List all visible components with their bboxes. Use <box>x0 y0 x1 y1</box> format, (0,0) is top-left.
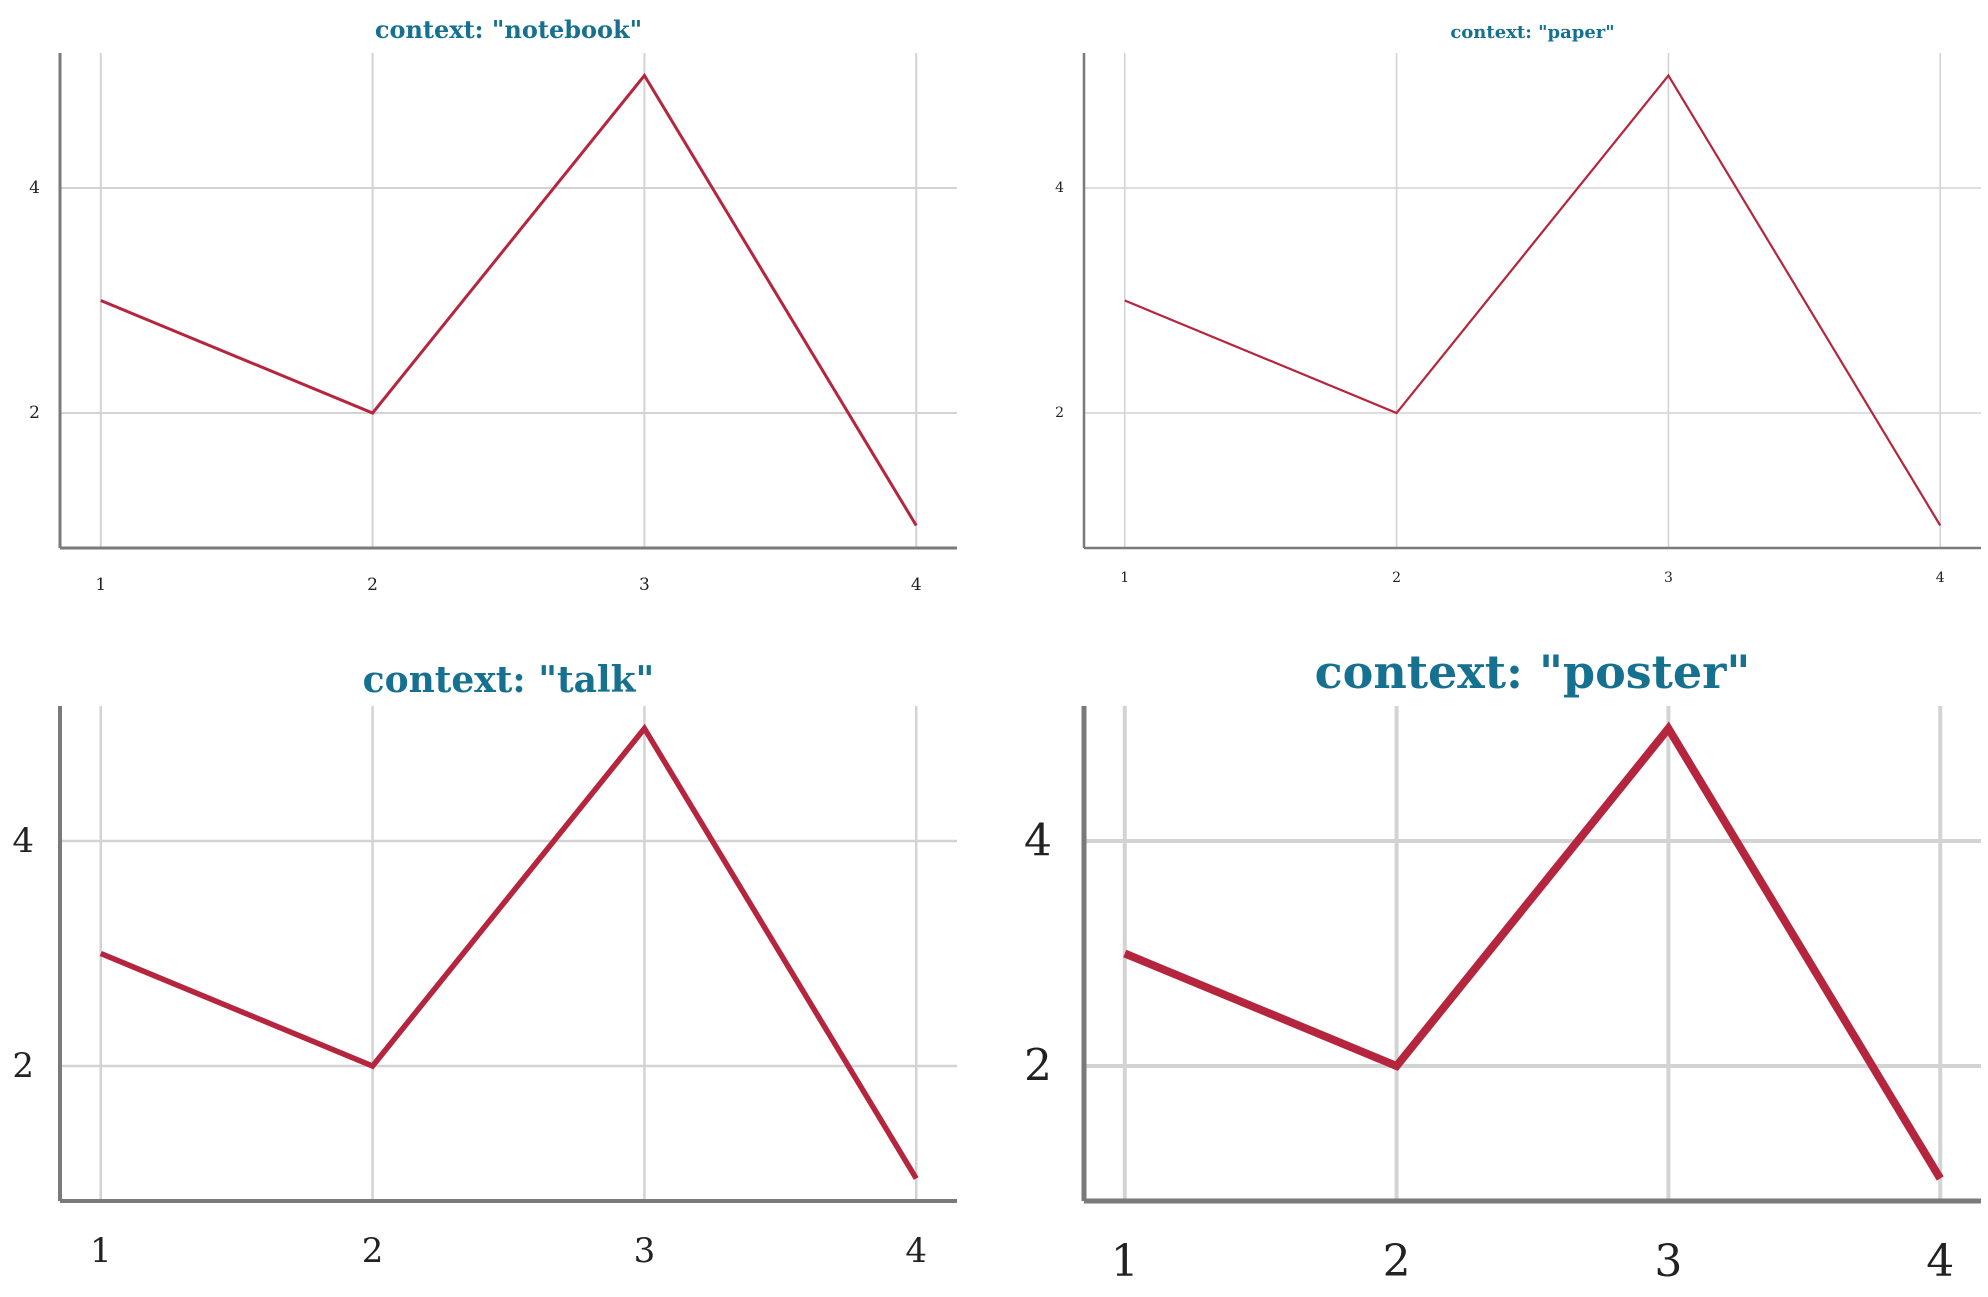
y-tick-label: 2 <box>12 1046 34 1086</box>
subplot-title: context: "poster" <box>1315 645 1751 699</box>
x-tick-label: 4 <box>1926 1236 1954 1287</box>
subplot-2: context: "paper" 1 2 3 4 2 4 <box>1055 22 1981 586</box>
y-tick-label: 4 <box>29 178 40 198</box>
y-tick-label: 4 <box>12 821 34 861</box>
x-tick-label: 3 <box>634 1231 656 1271</box>
subplot-title: context: "talk" <box>363 659 655 701</box>
y-tick-label: 4 <box>1055 180 1064 196</box>
series-line <box>1124 73 1942 527</box>
subplot-title: context: "paper" <box>1450 22 1614 43</box>
series-line <box>1123 721 1944 1181</box>
y-tick-label: 2 <box>1055 405 1064 421</box>
x-tick-label: 2 <box>1392 570 1401 586</box>
subplot-title: context: "notebook" <box>375 15 642 44</box>
x-tick-label: 3 <box>1664 570 1673 586</box>
y-tick-label: 2 <box>1024 1041 1052 1092</box>
subplot-3: context: "talk" 1 2 3 4 2 4 <box>12 659 957 1271</box>
x-tick-label: 4 <box>1936 570 1945 586</box>
x-tick-label: 2 <box>362 1231 384 1271</box>
x-tick-label: 1 <box>95 575 106 595</box>
subplot-4: context: "poster" 1 2 3 4 2 4 <box>1024 645 1981 1287</box>
subplot-1: context: "notebook" 1 2 3 4 2 4 <box>29 15 957 595</box>
x-tick-label: 3 <box>1654 1236 1682 1287</box>
series-line <box>99 723 919 1180</box>
series-line <box>100 72 918 527</box>
x-tick-label: 2 <box>1383 1236 1411 1287</box>
x-tick-label: 4 <box>905 1231 927 1271</box>
x-tick-label: 1 <box>1120 570 1129 586</box>
x-tick-label: 4 <box>911 575 922 595</box>
x-tick-label: 1 <box>90 1231 112 1271</box>
x-tick-label: 1 <box>1111 1236 1139 1287</box>
x-tick-label: 3 <box>639 575 650 595</box>
y-tick-label: 2 <box>29 403 40 423</box>
y-tick-label: 4 <box>1024 816 1052 867</box>
x-tick-label: 2 <box>367 575 378 595</box>
